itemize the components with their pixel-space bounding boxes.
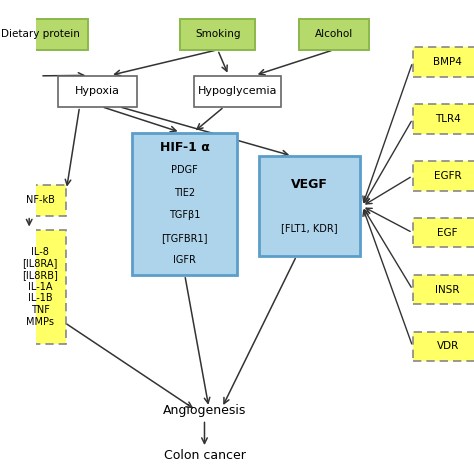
Text: INSR: INSR (436, 284, 460, 295)
Text: Dietary protein: Dietary protein (0, 29, 80, 39)
FancyBboxPatch shape (413, 218, 474, 247)
Text: Hypoxia: Hypoxia (74, 86, 119, 96)
FancyBboxPatch shape (413, 332, 474, 361)
Text: [TGFBR1]: [TGFBR1] (162, 233, 208, 243)
FancyBboxPatch shape (299, 19, 369, 50)
Text: PDGF: PDGF (172, 165, 198, 175)
FancyBboxPatch shape (193, 76, 281, 107)
Text: VDR: VDR (437, 341, 459, 352)
FancyBboxPatch shape (132, 133, 237, 275)
Text: IGFR: IGFR (173, 255, 196, 265)
FancyBboxPatch shape (58, 76, 137, 107)
FancyBboxPatch shape (0, 19, 88, 50)
FancyBboxPatch shape (0, 230, 66, 344)
Text: Hypoglycemia: Hypoglycemia (198, 86, 277, 96)
Text: TGFβ1: TGFβ1 (169, 210, 201, 220)
FancyBboxPatch shape (413, 275, 474, 304)
FancyBboxPatch shape (413, 47, 474, 77)
FancyBboxPatch shape (0, 185, 66, 216)
Text: VEGF: VEGF (291, 178, 328, 191)
Text: HIF-1 α: HIF-1 α (160, 141, 210, 154)
FancyBboxPatch shape (259, 156, 360, 256)
Text: Angiogenesis: Angiogenesis (163, 404, 246, 418)
Text: BMP4: BMP4 (433, 57, 462, 67)
Text: Alcohol: Alcohol (315, 29, 353, 39)
FancyBboxPatch shape (413, 104, 474, 134)
FancyBboxPatch shape (181, 19, 255, 50)
Text: TLR4: TLR4 (435, 114, 461, 124)
Text: TIE2: TIE2 (174, 188, 195, 198)
Text: NF-kB: NF-kB (26, 195, 55, 205)
FancyBboxPatch shape (413, 161, 474, 191)
Text: IL-8
[IL8RA]
[IL8RB]
IL-1A
IL-1B
TNF
MMPs: IL-8 [IL8RA] [IL8RB] IL-1A IL-1B TNF MMP… (22, 247, 58, 327)
Text: [FLT1, KDR]: [FLT1, KDR] (282, 223, 338, 233)
Text: Smoking: Smoking (195, 29, 240, 39)
Text: EGF: EGF (438, 228, 458, 238)
Text: EGFR: EGFR (434, 171, 462, 181)
Text: Colon cancer: Colon cancer (164, 448, 246, 462)
